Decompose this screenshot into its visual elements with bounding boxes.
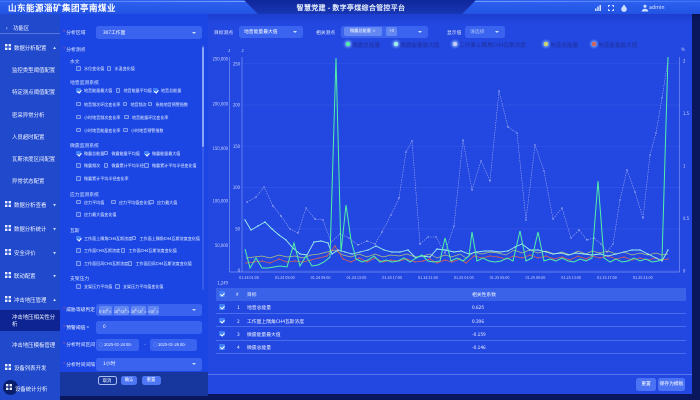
svg-text:01.25 13:00: 01.25 13:00 bbox=[561, 276, 581, 281]
svg-text:50,000: 50,000 bbox=[215, 243, 229, 249]
svg-text:0: 0 bbox=[683, 269, 686, 275]
svg-text:200,000: 200,000 bbox=[212, 101, 228, 107]
svg-text:0: 0 bbox=[238, 268, 241, 274]
svg-text:%: % bbox=[681, 47, 685, 53]
svg-text:01.25 21:00: 01.25 21:00 bbox=[633, 276, 653, 281]
svg-text:01.25 17:00: 01.25 17:00 bbox=[597, 276, 617, 281]
svg-text:100: 100 bbox=[233, 185, 241, 191]
svg-text:1,249: 1,249 bbox=[217, 281, 228, 287]
svg-text:01.25 09:00: 01.25 09:00 bbox=[525, 276, 545, 281]
svg-text:150: 150 bbox=[233, 144, 241, 150]
svg-text:250,000: 250,000 bbox=[212, 57, 228, 63]
svg-text:250: 250 bbox=[233, 61, 241, 67]
svg-text:01.24 05:00: 01.24 05:00 bbox=[275, 276, 295, 281]
svg-text:200: 200 bbox=[233, 103, 241, 109]
svg-text:01.24 17:00: 01.24 17:00 bbox=[382, 276, 402, 281]
svg-text:1.5: 1.5 bbox=[683, 111, 690, 117]
svg-text:01.25 01:00: 01.25 01:00 bbox=[454, 276, 474, 281]
svg-text:2: 2 bbox=[683, 59, 686, 65]
svg-text:0.5: 0.5 bbox=[683, 216, 690, 222]
svg-text:50: 50 bbox=[235, 227, 240, 233]
svg-text:01.25 05:00: 01.25 05:00 bbox=[490, 276, 510, 281]
svg-text:1: 1 bbox=[683, 164, 686, 170]
svg-text:01.24 09:00: 01.24 09:00 bbox=[311, 276, 331, 281]
svg-text:J: J bbox=[228, 48, 230, 54]
svg-text:01.24 21:00: 01.24 21:00 bbox=[418, 276, 438, 281]
svg-text:J: J bbox=[241, 48, 243, 54]
svg-text:150,000: 150,000 bbox=[212, 146, 228, 152]
svg-text:01.24 01:00: 01.24 01:00 bbox=[239, 276, 259, 281]
svg-text:01.24 13:00: 01.24 13:00 bbox=[346, 276, 366, 281]
svg-text:100,000: 100,000 bbox=[212, 198, 228, 204]
